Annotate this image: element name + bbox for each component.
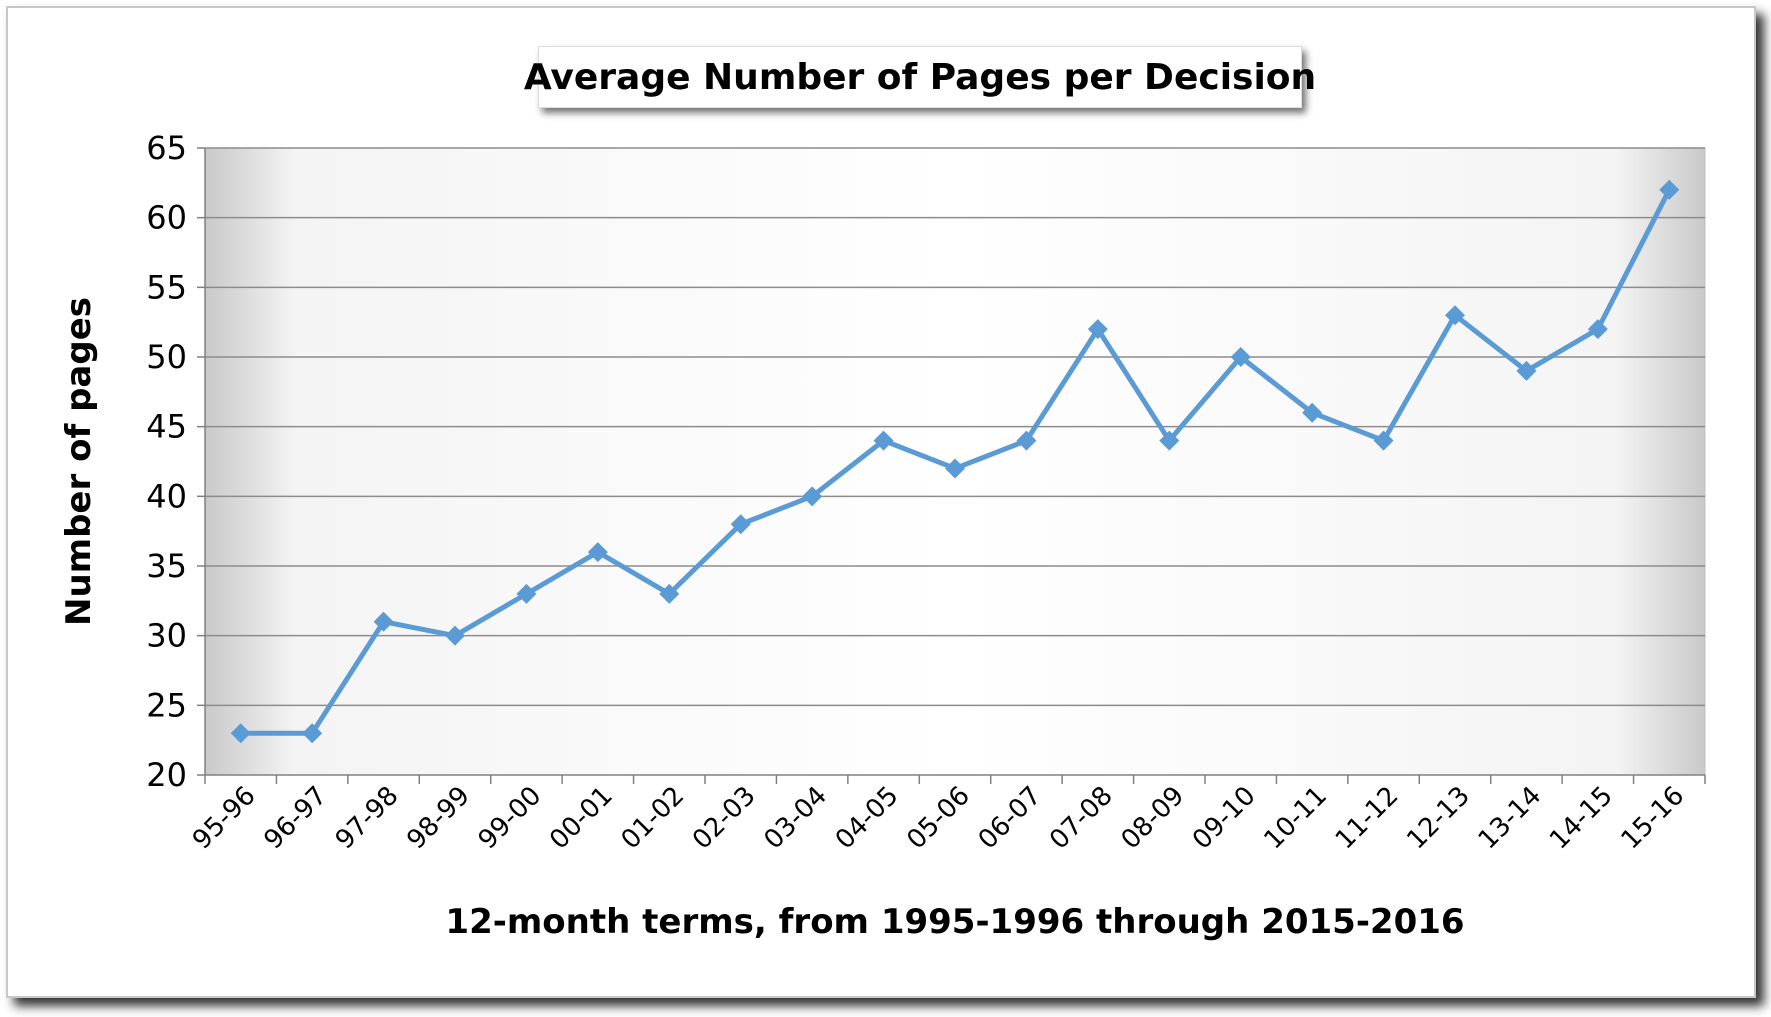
data-point-marker xyxy=(802,486,823,507)
data-point-marker xyxy=(587,542,608,563)
data-point-marker xyxy=(1445,305,1465,326)
y-tick-label: 65 xyxy=(146,129,187,167)
x-tick-label: 97-98 xyxy=(330,781,405,856)
data-point-marker xyxy=(1230,347,1251,367)
x-tick-label: 12-13 xyxy=(1401,781,1476,856)
data-point-marker xyxy=(1659,179,1680,200)
data-point-marker xyxy=(1516,360,1537,381)
data-point-marker xyxy=(873,430,894,451)
x-tick-label: 02-03 xyxy=(687,781,762,856)
data-point-marker xyxy=(1373,430,1394,451)
x-tick-label: 05-06 xyxy=(901,781,976,856)
x-tick-label: 01-02 xyxy=(616,781,691,856)
data-point-marker xyxy=(230,723,251,744)
data-point-marker xyxy=(1159,430,1180,451)
x-axis-tick-labels: 95-9696-9797-9898-9999-0000-0101-0202-03… xyxy=(187,781,1690,856)
x-tick-label: 03-04 xyxy=(758,781,833,856)
y-tick-label: 45 xyxy=(146,408,187,446)
data-point-marker xyxy=(445,625,465,646)
y-tick-label: 35 xyxy=(146,547,187,585)
x-axis-title: 12-month terms, from 1995-1996 through 2… xyxy=(445,902,1464,942)
y-tick-label: 40 xyxy=(146,477,187,515)
data-point-marker xyxy=(1087,319,1108,340)
data-point-marker xyxy=(659,583,680,604)
data-point-marker xyxy=(730,514,751,535)
y-axis-title: Number of pages xyxy=(59,297,99,626)
y-tick-label: 50 xyxy=(146,338,187,376)
x-tick-label: 07-08 xyxy=(1044,781,1119,856)
x-tick-label: 98-99 xyxy=(401,781,476,856)
x-tick-label: 15-16 xyxy=(1616,781,1691,856)
x-tick-label: 95-96 xyxy=(187,781,262,856)
y-tick-label: 25 xyxy=(146,686,187,724)
x-tick-label: 08-09 xyxy=(1116,781,1191,856)
y-tick-label: 30 xyxy=(146,617,187,655)
data-point-marker xyxy=(1587,319,1608,340)
data-point-marker xyxy=(945,458,965,479)
y-tick-label: 20 xyxy=(146,756,187,794)
x-tick-label: 04-05 xyxy=(830,781,905,856)
chart-title: Average Number of Pages per Decision xyxy=(523,56,1317,98)
data-point-marker xyxy=(1016,430,1037,451)
data-series xyxy=(230,179,1680,744)
y-tick-label: 55 xyxy=(146,268,187,306)
data-point-marker xyxy=(302,723,323,744)
x-tick-label: 99-00 xyxy=(473,781,548,856)
x-tick-label: 09-10 xyxy=(1187,781,1262,856)
chart-title-box: Average Number of Pages per Decision xyxy=(524,46,1316,108)
x-tick-label: 14-15 xyxy=(1544,781,1619,856)
x-tick-label: 13-14 xyxy=(1473,781,1548,856)
data-point-marker xyxy=(373,611,394,632)
y-tick-label: 60 xyxy=(146,199,187,237)
axes xyxy=(197,147,1706,784)
data-point-marker xyxy=(1302,402,1323,423)
x-tick-label: 00-01 xyxy=(544,781,619,856)
x-tick-label: 06-07 xyxy=(973,781,1048,856)
y-axis-tick-labels: 20 25 30 35 40 45 50 55 60 65 xyxy=(146,129,187,794)
x-tick-label: 96-97 xyxy=(258,781,333,856)
data-point-marker xyxy=(516,583,537,604)
x-tick-label: 10-11 xyxy=(1258,781,1333,856)
x-tick-label: 11-12 xyxy=(1330,781,1405,856)
